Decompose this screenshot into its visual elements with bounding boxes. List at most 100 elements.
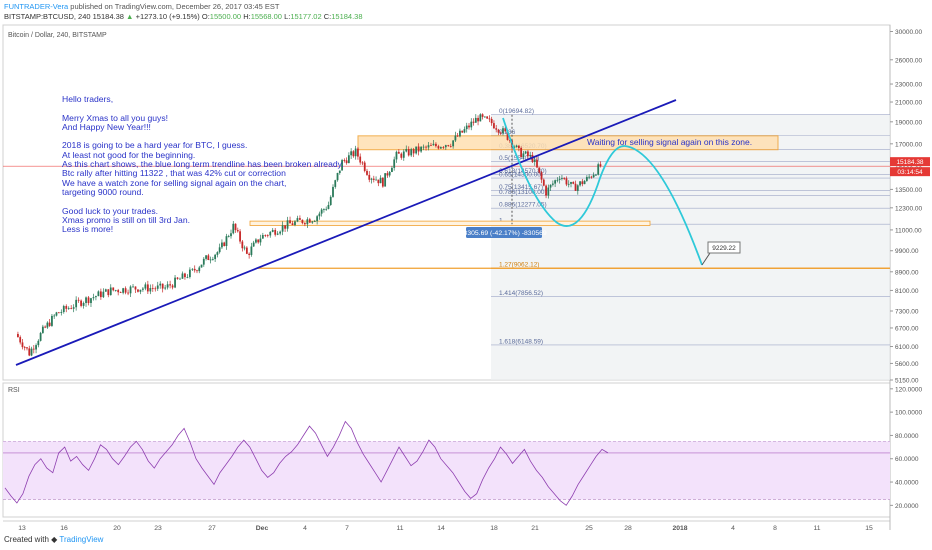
price-tick-label: 23000.00 bbox=[895, 82, 922, 89]
candle-body bbox=[472, 121, 475, 123]
candle-body bbox=[17, 333, 19, 338]
candle-body bbox=[299, 218, 301, 220]
candle-body bbox=[174, 277, 176, 288]
candle-body bbox=[420, 146, 422, 152]
candle-body bbox=[590, 176, 593, 178]
candle-body bbox=[323, 209, 325, 211]
candle-body bbox=[132, 286, 134, 288]
candle-body bbox=[410, 149, 413, 156]
candle-body bbox=[46, 322, 49, 328]
price-tick-label: 8100.00 bbox=[895, 288, 919, 295]
candle-body bbox=[276, 233, 279, 235]
candle-body bbox=[452, 140, 455, 147]
candle-body bbox=[454, 135, 457, 141]
candle-body bbox=[468, 125, 470, 128]
candle-body bbox=[77, 299, 80, 301]
candle-body bbox=[481, 114, 484, 117]
candle-body bbox=[400, 153, 403, 158]
candle-body bbox=[225, 236, 228, 246]
candle-body bbox=[245, 247, 248, 254]
candle-body bbox=[53, 315, 56, 317]
candle-body bbox=[407, 149, 410, 156]
time-tick-label: 14 bbox=[437, 525, 445, 532]
candle-body bbox=[517, 145, 520, 148]
candle-body bbox=[137, 289, 139, 292]
price-tick-label: 7300.00 bbox=[895, 309, 919, 316]
price-tick-label: 11000.00 bbox=[895, 227, 922, 234]
candle-body bbox=[87, 297, 90, 304]
candle-body bbox=[28, 348, 31, 356]
candle-body bbox=[465, 125, 468, 130]
candle-body bbox=[574, 183, 577, 191]
candle-body bbox=[567, 183, 570, 185]
candle-body bbox=[166, 284, 169, 288]
candle-body bbox=[55, 312, 58, 316]
rsi-line bbox=[4, 420, 609, 506]
candle-body bbox=[381, 177, 384, 187]
time-tick-label: 15 bbox=[865, 525, 873, 532]
candle-body bbox=[114, 290, 117, 291]
candle-body bbox=[545, 185, 547, 196]
candle-body bbox=[90, 298, 92, 304]
candle-body bbox=[92, 297, 95, 299]
candle-body bbox=[32, 348, 35, 350]
candle-body bbox=[515, 145, 518, 148]
candle-body bbox=[533, 159, 536, 162]
author-link[interactable]: FUNTRADER-Vera bbox=[4, 2, 69, 11]
target-badge bbox=[707, 241, 741, 254]
fib-level-label: 0.786(13100.00) bbox=[499, 189, 547, 196]
candle-body bbox=[488, 118, 491, 120]
rsi-tick-label: 80.0000 bbox=[895, 433, 919, 440]
candle-body bbox=[62, 306, 65, 313]
candle-body bbox=[338, 170, 341, 174]
candle-body bbox=[70, 308, 73, 309]
candle-body bbox=[72, 307, 75, 309]
candle-body bbox=[294, 221, 296, 226]
candle-body bbox=[357, 148, 359, 157]
candle-body bbox=[301, 219, 304, 224]
candle-body bbox=[336, 173, 339, 181]
candle-body bbox=[402, 151, 405, 158]
candle-body bbox=[524, 151, 527, 154]
candle-body bbox=[181, 273, 184, 279]
candle-body bbox=[97, 291, 100, 297]
candle-body bbox=[395, 151, 398, 160]
candle-body bbox=[306, 219, 309, 225]
candle-body bbox=[522, 153, 525, 158]
candle-body bbox=[264, 235, 267, 236]
candle-body bbox=[151, 288, 154, 289]
candle-body bbox=[179, 278, 181, 280]
fib-level-label: 1.618(6148.59) bbox=[499, 338, 543, 345]
candle-body bbox=[490, 118, 493, 124]
candle-body bbox=[207, 255, 210, 261]
price-tick-label: 5600.00 bbox=[895, 361, 919, 368]
candle-body bbox=[255, 239, 257, 243]
candle-body bbox=[134, 286, 137, 290]
candle-body bbox=[520, 147, 523, 158]
tradingview-brand[interactable]: TradingView bbox=[59, 535, 104, 544]
time-tick-label: Dec bbox=[256, 525, 269, 532]
candle-body bbox=[432, 143, 435, 146]
candle-body bbox=[109, 287, 112, 296]
candle-body bbox=[332, 186, 334, 197]
candle-body bbox=[159, 283, 162, 286]
candle-body bbox=[527, 151, 529, 157]
published-text: published on TradingView.com, December 2… bbox=[70, 2, 280, 11]
candle-body bbox=[361, 162, 364, 164]
candle-body bbox=[497, 129, 500, 133]
high-label: H: bbox=[243, 12, 251, 21]
candle-body bbox=[236, 230, 239, 232]
candle-body bbox=[188, 269, 191, 278]
change-arrow: ▲ bbox=[126, 12, 134, 21]
projection-curve bbox=[502, 117, 703, 266]
candle-body bbox=[308, 219, 311, 223]
price-tick-label: 21000.00 bbox=[895, 100, 922, 107]
candle-body bbox=[570, 181, 572, 184]
candle-body bbox=[80, 300, 82, 306]
time-tick-label: 11 bbox=[396, 525, 403, 532]
symbol-label: BITSTAMP:BTCUSD, 240 bbox=[4, 12, 91, 21]
candle-body bbox=[139, 289, 142, 292]
time-tick-label: 28 bbox=[624, 525, 632, 532]
candle-body bbox=[296, 218, 299, 222]
